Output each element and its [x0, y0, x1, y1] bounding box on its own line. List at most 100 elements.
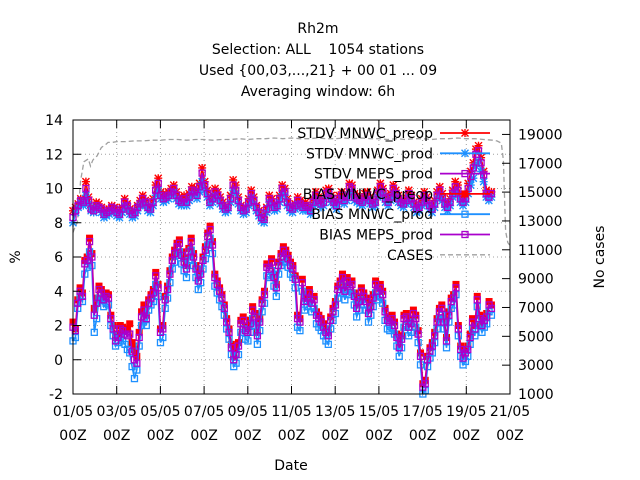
- data-point: [364, 318, 373, 326]
- legend-label: BIAS MNWC_prod: [311, 207, 433, 223]
- data-point: [364, 309, 373, 318]
- x-tick-label: 17/05: [402, 404, 442, 420]
- legend-entry: STDV MNWC_prod: [306, 146, 490, 162]
- data-point: [161, 296, 169, 304]
- data-point: [376, 284, 384, 292]
- data-point: [204, 232, 212, 241]
- data-point: [471, 325, 479, 333]
- y2-tick-label: 17000: [518, 156, 563, 172]
- data-point: [393, 333, 401, 342]
- data-point: [215, 287, 224, 295]
- data-point: [487, 311, 496, 319]
- data-point: [208, 241, 217, 249]
- data-point: [436, 186, 444, 194]
- data-point: [182, 273, 191, 282]
- data-point: [149, 289, 158, 297]
- data-point: [369, 294, 377, 302]
- data-point: [170, 184, 178, 193]
- data-point: [468, 318, 477, 326]
- data-point: [414, 330, 422, 338]
- data-point: [166, 270, 174, 278]
- data-point: [159, 325, 167, 333]
- data-point: [163, 285, 172, 294]
- data-point: [309, 198, 317, 206]
- data-point: [88, 253, 96, 261]
- data-point: [353, 304, 361, 313]
- data-point: [244, 198, 253, 206]
- data-point: [253, 332, 262, 340]
- data-point: [142, 321, 150, 330]
- data-point: [341, 287, 349, 295]
- data-point: [397, 335, 406, 343]
- legend-label: BIAS MNWC_preop: [303, 187, 433, 203]
- data-point: [445, 311, 453, 319]
- y2-tick-label: 15000: [518, 185, 563, 201]
- legend-label: BIAS MEPS_prod: [319, 228, 433, 244]
- data-point: [421, 380, 429, 388]
- x-tick-label-hour: 00Z: [278, 428, 305, 444]
- legend-marker: [461, 230, 469, 239]
- y2-tick-label: 9000: [518, 272, 554, 288]
- y-axis-label: %: [8, 250, 24, 263]
- x-tick-label: 07/05: [184, 404, 224, 420]
- data-point: [412, 314, 420, 323]
- data-point: [203, 189, 211, 198]
- legend-entry: STDV MEPS_prod: [314, 167, 490, 183]
- data-point: [367, 303, 375, 311]
- data-point: [185, 248, 193, 256]
- data-point: [298, 279, 306, 287]
- title-line-2: Selection: ALL 1054 stations: [212, 42, 424, 58]
- data-point: [433, 318, 441, 326]
- data-point: [469, 164, 477, 172]
- data-point: [275, 261, 283, 270]
- data-point: [438, 304, 446, 313]
- data-point: [379, 188, 387, 196]
- data-point: [431, 332, 439, 340]
- data-point: [227, 344, 236, 352]
- data-point: [126, 330, 134, 338]
- y-tick-label: 12: [45, 147, 63, 163]
- legend-label: STDV MNWC_preop: [297, 126, 433, 142]
- data-point: [81, 191, 90, 200]
- data-point: [251, 313, 259, 321]
- legend-marker: [461, 190, 469, 198]
- y2-tick-label: 1000: [518, 387, 554, 403]
- data-point: [135, 333, 143, 342]
- y2-tick-label: 13000: [518, 214, 563, 230]
- data-point: [166, 279, 174, 287]
- data-point: [194, 285, 202, 294]
- data-point: [446, 198, 454, 206]
- data-point: [218, 294, 226, 302]
- data-point: [180, 258, 188, 266]
- y2-tick-label: 11000: [518, 243, 563, 259]
- y-tick-label: 6: [54, 250, 63, 266]
- data-point: [464, 345, 472, 354]
- plot-area: [69, 137, 511, 398]
- data-point: [319, 198, 328, 206]
- data-point: [71, 326, 80, 335]
- data-point: [154, 179, 162, 188]
- data-point: [332, 201, 341, 210]
- data-point: [258, 299, 266, 307]
- data-point: [348, 184, 356, 193]
- data-point: [487, 304, 496, 313]
- x-tick-label-hour: 00Z: [321, 428, 348, 444]
- data-point: [229, 175, 238, 184]
- data-point: [114, 333, 122, 342]
- data-point: [329, 308, 337, 316]
- data-point: [452, 284, 460, 292]
- x-axis: 01/05 00Z 03/05 00Z 05/05 00Z 07/05 00Z 09/05 00Z…: [53, 120, 530, 444]
- data-point: [198, 169, 206, 177]
- data-point: [474, 141, 483, 150]
- x-tick-label: 15/05: [359, 404, 399, 420]
- data-point: [336, 280, 344, 289]
- x-tick-label-hour: 00Z: [59, 428, 86, 444]
- data-point: [477, 159, 485, 167]
- data-point: [149, 198, 157, 206]
- data-point: [185, 193, 193, 201]
- y2-axis-label: No cases: [592, 226, 608, 289]
- data-point: [178, 251, 186, 259]
- data-point: [247, 189, 255, 198]
- data-point: [442, 337, 451, 345]
